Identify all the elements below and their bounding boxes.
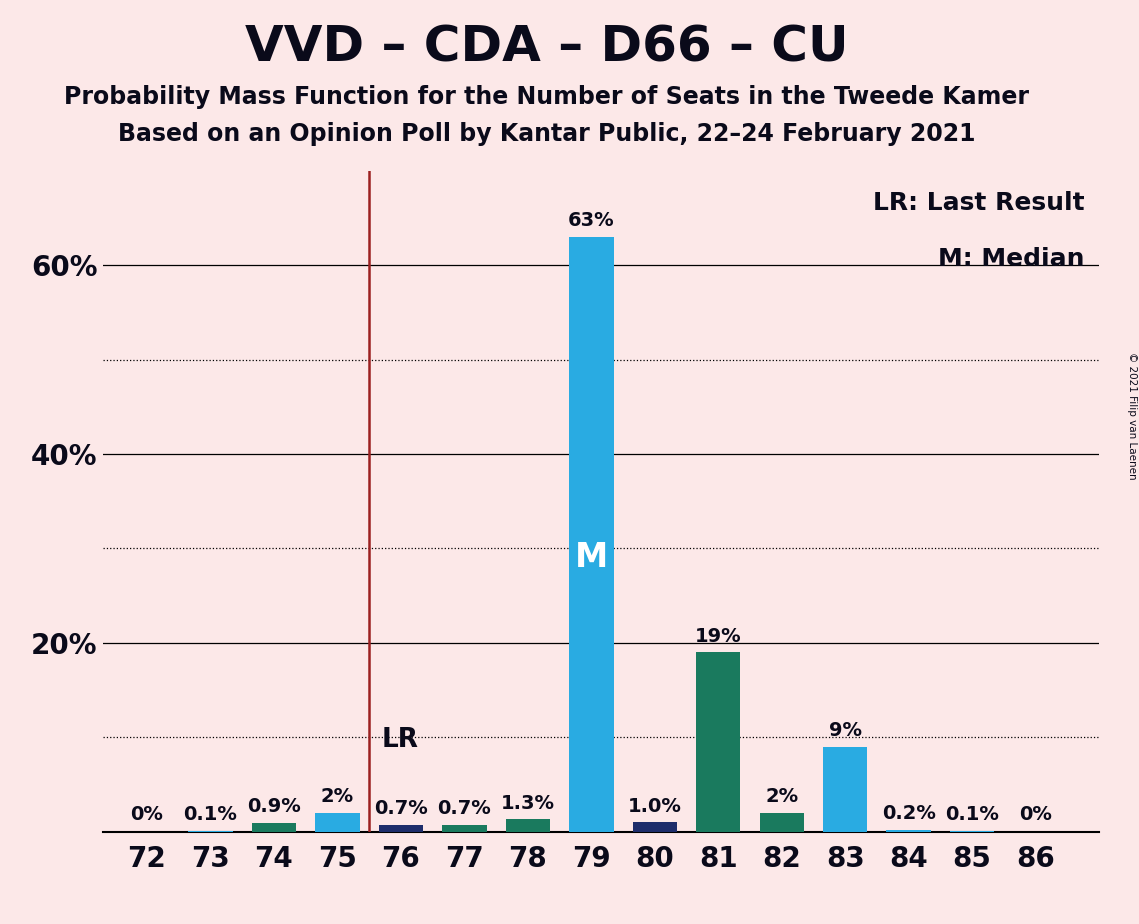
Text: 0%: 0% <box>131 805 163 824</box>
Text: 2%: 2% <box>321 787 354 806</box>
Text: 2%: 2% <box>765 787 798 806</box>
Bar <box>760 813 804 832</box>
Text: 0.9%: 0.9% <box>247 797 301 817</box>
Text: Probability Mass Function for the Number of Seats in the Tweede Kamer: Probability Mass Function for the Number… <box>64 85 1030 109</box>
Bar <box>378 825 423 832</box>
Text: 19%: 19% <box>695 626 741 646</box>
Bar <box>886 830 931 832</box>
Text: Based on an Opinion Poll by Kantar Public, 22–24 February 2021: Based on an Opinion Poll by Kantar Publi… <box>118 122 975 146</box>
Text: 0.2%: 0.2% <box>882 804 935 823</box>
Bar <box>316 813 360 832</box>
Bar <box>252 823 296 832</box>
Bar <box>696 652 740 832</box>
Text: 9%: 9% <box>829 721 862 740</box>
Text: 1.0%: 1.0% <box>628 796 682 816</box>
Text: 0.1%: 0.1% <box>183 805 237 824</box>
Text: LR: Last Result: LR: Last Result <box>872 190 1084 214</box>
Text: VVD – CDA – D66 – CU: VVD – CDA – D66 – CU <box>245 23 849 71</box>
Text: M: Median: M: Median <box>937 247 1084 271</box>
Text: 0%: 0% <box>1019 805 1052 824</box>
Text: © 2021 Filip van Laenen: © 2021 Filip van Laenen <box>1126 352 1137 480</box>
Bar <box>506 820 550 832</box>
Text: 63%: 63% <box>568 212 615 230</box>
Bar <box>570 237 614 832</box>
Text: LR: LR <box>382 726 419 753</box>
Text: 0.7%: 0.7% <box>437 799 491 819</box>
Text: M: M <box>575 541 608 575</box>
Bar <box>442 825 486 832</box>
Bar <box>950 831 994 832</box>
Bar <box>188 831 232 832</box>
Text: 1.3%: 1.3% <box>501 794 555 813</box>
Text: 0.7%: 0.7% <box>374 799 428 819</box>
Text: 0.1%: 0.1% <box>945 805 999 824</box>
Bar <box>632 822 677 832</box>
Bar <box>823 747 868 832</box>
